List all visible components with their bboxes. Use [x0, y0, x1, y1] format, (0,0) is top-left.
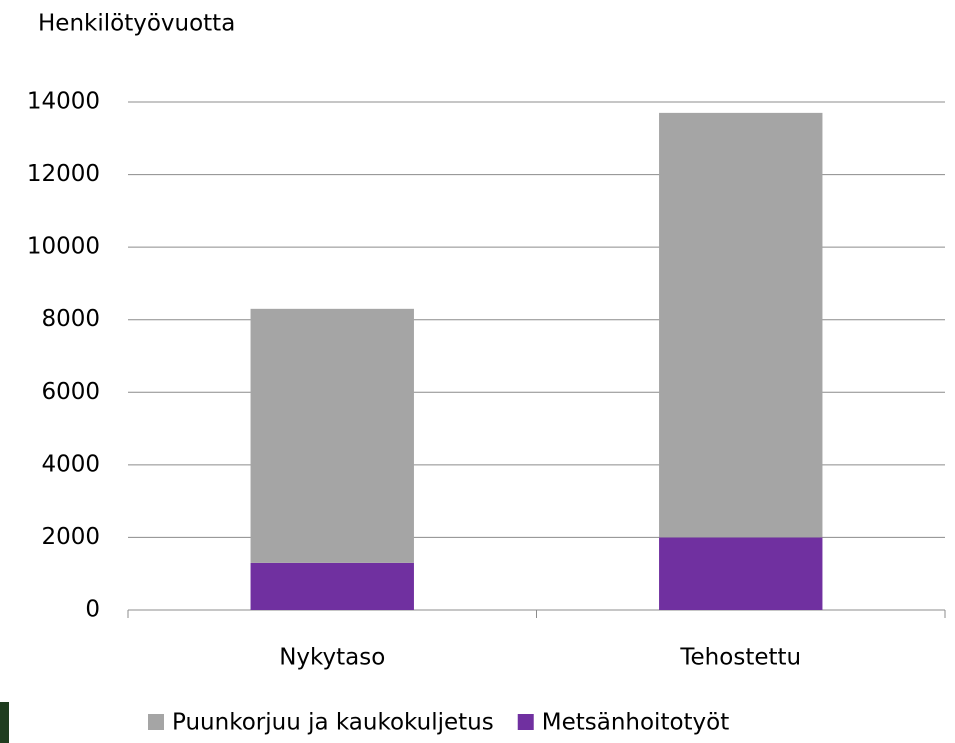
legend-swatch	[517, 714, 534, 730]
y-tick-label: 0	[85, 597, 100, 623]
y-tick-label: 2000	[41, 524, 100, 550]
y-tick-label: 14000	[27, 89, 100, 115]
bar-segment	[659, 112, 823, 538]
legend-label: Metsänhoitotyöt	[542, 710, 730, 736]
y-tick-label: 4000	[41, 451, 100, 477]
bar-segment	[659, 537, 823, 610]
y-tick-label: 6000	[41, 379, 100, 405]
bar-segment	[250, 562, 414, 610]
y-tick-label: 8000	[41, 306, 100, 332]
legend-label: Puunkorjuu ja kaukokuljetus	[172, 710, 494, 736]
y-tick-label: 12000	[27, 161, 100, 187]
y-axis-label: Henkilötyövuotta	[38, 11, 235, 37]
bar-segment	[250, 308, 414, 563]
corner-decoration	[0, 702, 9, 743]
legend-swatch	[148, 714, 164, 730]
x-tick-label: Tehostettu	[679, 645, 801, 671]
y-tick-label: 10000	[27, 234, 100, 260]
x-tick-label: Nykytaso	[279, 645, 385, 671]
